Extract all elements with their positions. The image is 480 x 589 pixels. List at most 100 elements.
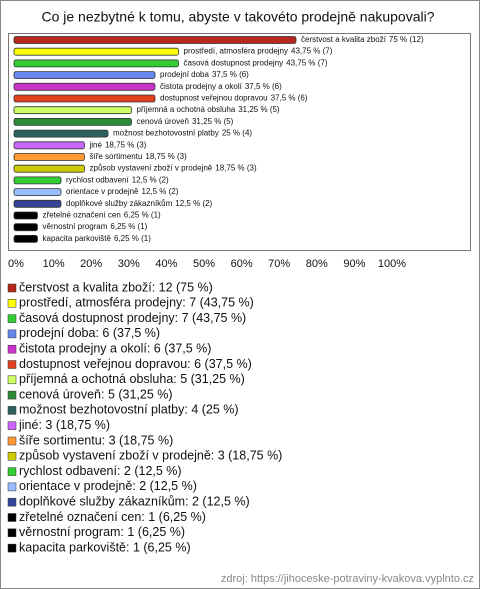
- bar: [13, 106, 132, 115]
- bar-category: čerstvost a kvalita zboží: [301, 35, 387, 44]
- bar-label: prodejní doba 37,5 % (6): [160, 70, 249, 79]
- legend-swatch: [7, 421, 17, 430]
- legend-label: šíře sortimentu: 3 (18,75 %): [19, 433, 173, 447]
- legend-label: časová dostupnost prodejny: 7 (43,75 %): [19, 311, 246, 325]
- bar-category: časová dostupnost prodejny: [184, 59, 284, 68]
- x-tick-label: 20%: [80, 258, 102, 270]
- bar-label: možnost bezhotovostní platby 25 % (4): [113, 129, 252, 138]
- bar: [13, 129, 109, 138]
- bar-category: orientace v prodejně: [66, 187, 139, 196]
- legend-swatch: [7, 390, 17, 400]
- x-tick-label: 40%: [155, 258, 177, 270]
- legend-label: cenová úroveň: 5 (31,25 %): [19, 387, 173, 401]
- value-label: 18,75 % (3): [215, 164, 257, 173]
- bar-label: jiné 18,75 % (3): [89, 140, 147, 149]
- x-tick-label: 50%: [193, 258, 215, 270]
- legend-swatch: [7, 314, 17, 323]
- legend-swatch: [7, 482, 17, 492]
- bar: [13, 118, 132, 126]
- value-label: 6,25 % (1): [124, 211, 161, 220]
- legend-label: způsob vystavení zboží v prodejně: 3 (18…: [19, 449, 282, 463]
- bar-category: příjemná a ochotná obsluha: [137, 105, 236, 114]
- x-tick-label: 60%: [231, 258, 253, 270]
- bar-category: jiné: [89, 140, 103, 149]
- legend-label: čerstvost a kvalita zboží: 12 (75 %): [19, 280, 213, 294]
- value-label: 31,25 % (5): [192, 117, 234, 126]
- chart-title: Co je nezbytné k tomu, abyste v takovéto…: [41, 9, 434, 25]
- legend-label: jiné: 3 (18,75 %): [18, 418, 110, 432]
- value-label: 12,5 % (2): [175, 199, 212, 208]
- legend-swatch: [7, 467, 17, 476]
- value-label: 6,25 % (1): [110, 222, 147, 231]
- bar-category: způsob vystavení zboží v prodejně: [90, 164, 213, 173]
- x-tick-label: 90%: [343, 258, 365, 270]
- bar: [13, 223, 38, 232]
- value-label: 12,5 % (2): [132, 176, 169, 185]
- value-label: 18,75 % (3): [145, 152, 187, 161]
- bar: [13, 47, 179, 56]
- bar: [13, 36, 297, 44]
- bar-category: šíře sortimentu: [90, 152, 143, 161]
- bar: [13, 59, 179, 68]
- legend-label: orientace v prodejně: 2 (12,5 %): [19, 479, 197, 493]
- value-label: 18,75 % (3): [105, 140, 147, 149]
- value-label: 43,75 % (7): [286, 59, 328, 68]
- source: zdroj: https://jihoceske-potraviny-kvako…: [221, 573, 474, 585]
- bar-label: čerstvost a kvalita zboží 75 % (12): [301, 35, 424, 44]
- x-tick-label: 80%: [306, 258, 328, 270]
- bar-category: věrnostní program: [43, 222, 108, 231]
- legend-label: příjemná a ochotná obsluha: 5 (31,25 %): [19, 372, 245, 386]
- bar: [13, 153, 85, 161]
- x-tick-label: 100%: [378, 258, 406, 270]
- value-label: 12,5 % (2): [142, 187, 179, 196]
- legend-swatch: [7, 406, 17, 415]
- bar-category: prodejní doba: [160, 70, 209, 79]
- legend-swatch: [7, 299, 17, 308]
- value-label: 43,75 % (7): [291, 47, 333, 56]
- bar: [13, 71, 156, 79]
- legend-swatch: [7, 452, 17, 461]
- bar-label: časová dostupnost prodejny 43,75 % (7): [184, 59, 328, 68]
- legend-swatch: [7, 329, 17, 339]
- bar-category: zřetelné označení cen: [43, 211, 121, 220]
- bar: [13, 141, 85, 150]
- bar-label: příjemná a ochotná obsluha 31,25 % (5): [137, 105, 280, 114]
- legend-label: věrnostní program: 1 (6,25 %): [19, 525, 185, 539]
- x-tick-label: 0%: [8, 258, 24, 270]
- value-label: 31,25 % (5): [238, 105, 280, 114]
- bar-category: dostupnost veřejnou dopravou: [160, 94, 268, 103]
- legend-swatch: [7, 543, 17, 553]
- legend-label: prostředí, atmosféra prodejny: 7 (43,75 …: [19, 296, 254, 310]
- x-tick-label: 70%: [268, 258, 290, 270]
- bar-label: doplňkové služby zákazníkům 12,5 % (2): [66, 199, 213, 208]
- legend-swatch: [7, 513, 17, 522]
- legend-swatch: [7, 497, 17, 507]
- legend-swatch: [7, 436, 17, 446]
- legend-label: dostupnost veřejnou dopravou: 6 (37,5 %): [19, 357, 252, 371]
- bar: [13, 164, 85, 173]
- bar-label: čistota prodejny a okolí 37,5 % (6): [160, 82, 282, 91]
- bar-category: doplňkové služby zákazníkům: [66, 199, 173, 208]
- value-label: 37,5 % (6): [271, 94, 308, 103]
- legend-label: kapacita parkoviště: 1 (6,25 %): [19, 540, 191, 554]
- legend-swatch: [7, 528, 17, 538]
- bar: [13, 199, 62, 208]
- bar-category: možnost bezhotovostní platby: [113, 129, 219, 138]
- bar: [13, 82, 156, 91]
- bar-label: kapacita parkoviště 6,25 % (1): [43, 234, 152, 243]
- legend-label: doplňkové služby zákazníkům: 2 (12,5 %): [19, 494, 250, 508]
- plot-frame: [8, 33, 471, 251]
- legend-label: možnost bezhotovostní platby: 4 (25 %): [19, 403, 239, 417]
- x-tick-label: 30%: [118, 258, 140, 270]
- bar: [13, 176, 62, 185]
- bar-label: způsob vystavení zboží v prodejně 18,75 %…: [90, 164, 257, 173]
- bar-label: cenová úroveň 31,25 % (5): [137, 117, 234, 126]
- bar-category: prostředí, atmosféra prodejny: [184, 47, 289, 56]
- value-label: 75 % (12): [389, 35, 424, 44]
- legend-label: zřetelné označení cen: 1 (6,25 %): [19, 510, 206, 524]
- bar: [13, 211, 38, 220]
- bar-label: zřetelné označení cen 6,25 % (1): [43, 211, 162, 220]
- bar-category: cenová úroveň: [137, 117, 189, 126]
- bar-category: kapacita parkoviště: [43, 234, 112, 243]
